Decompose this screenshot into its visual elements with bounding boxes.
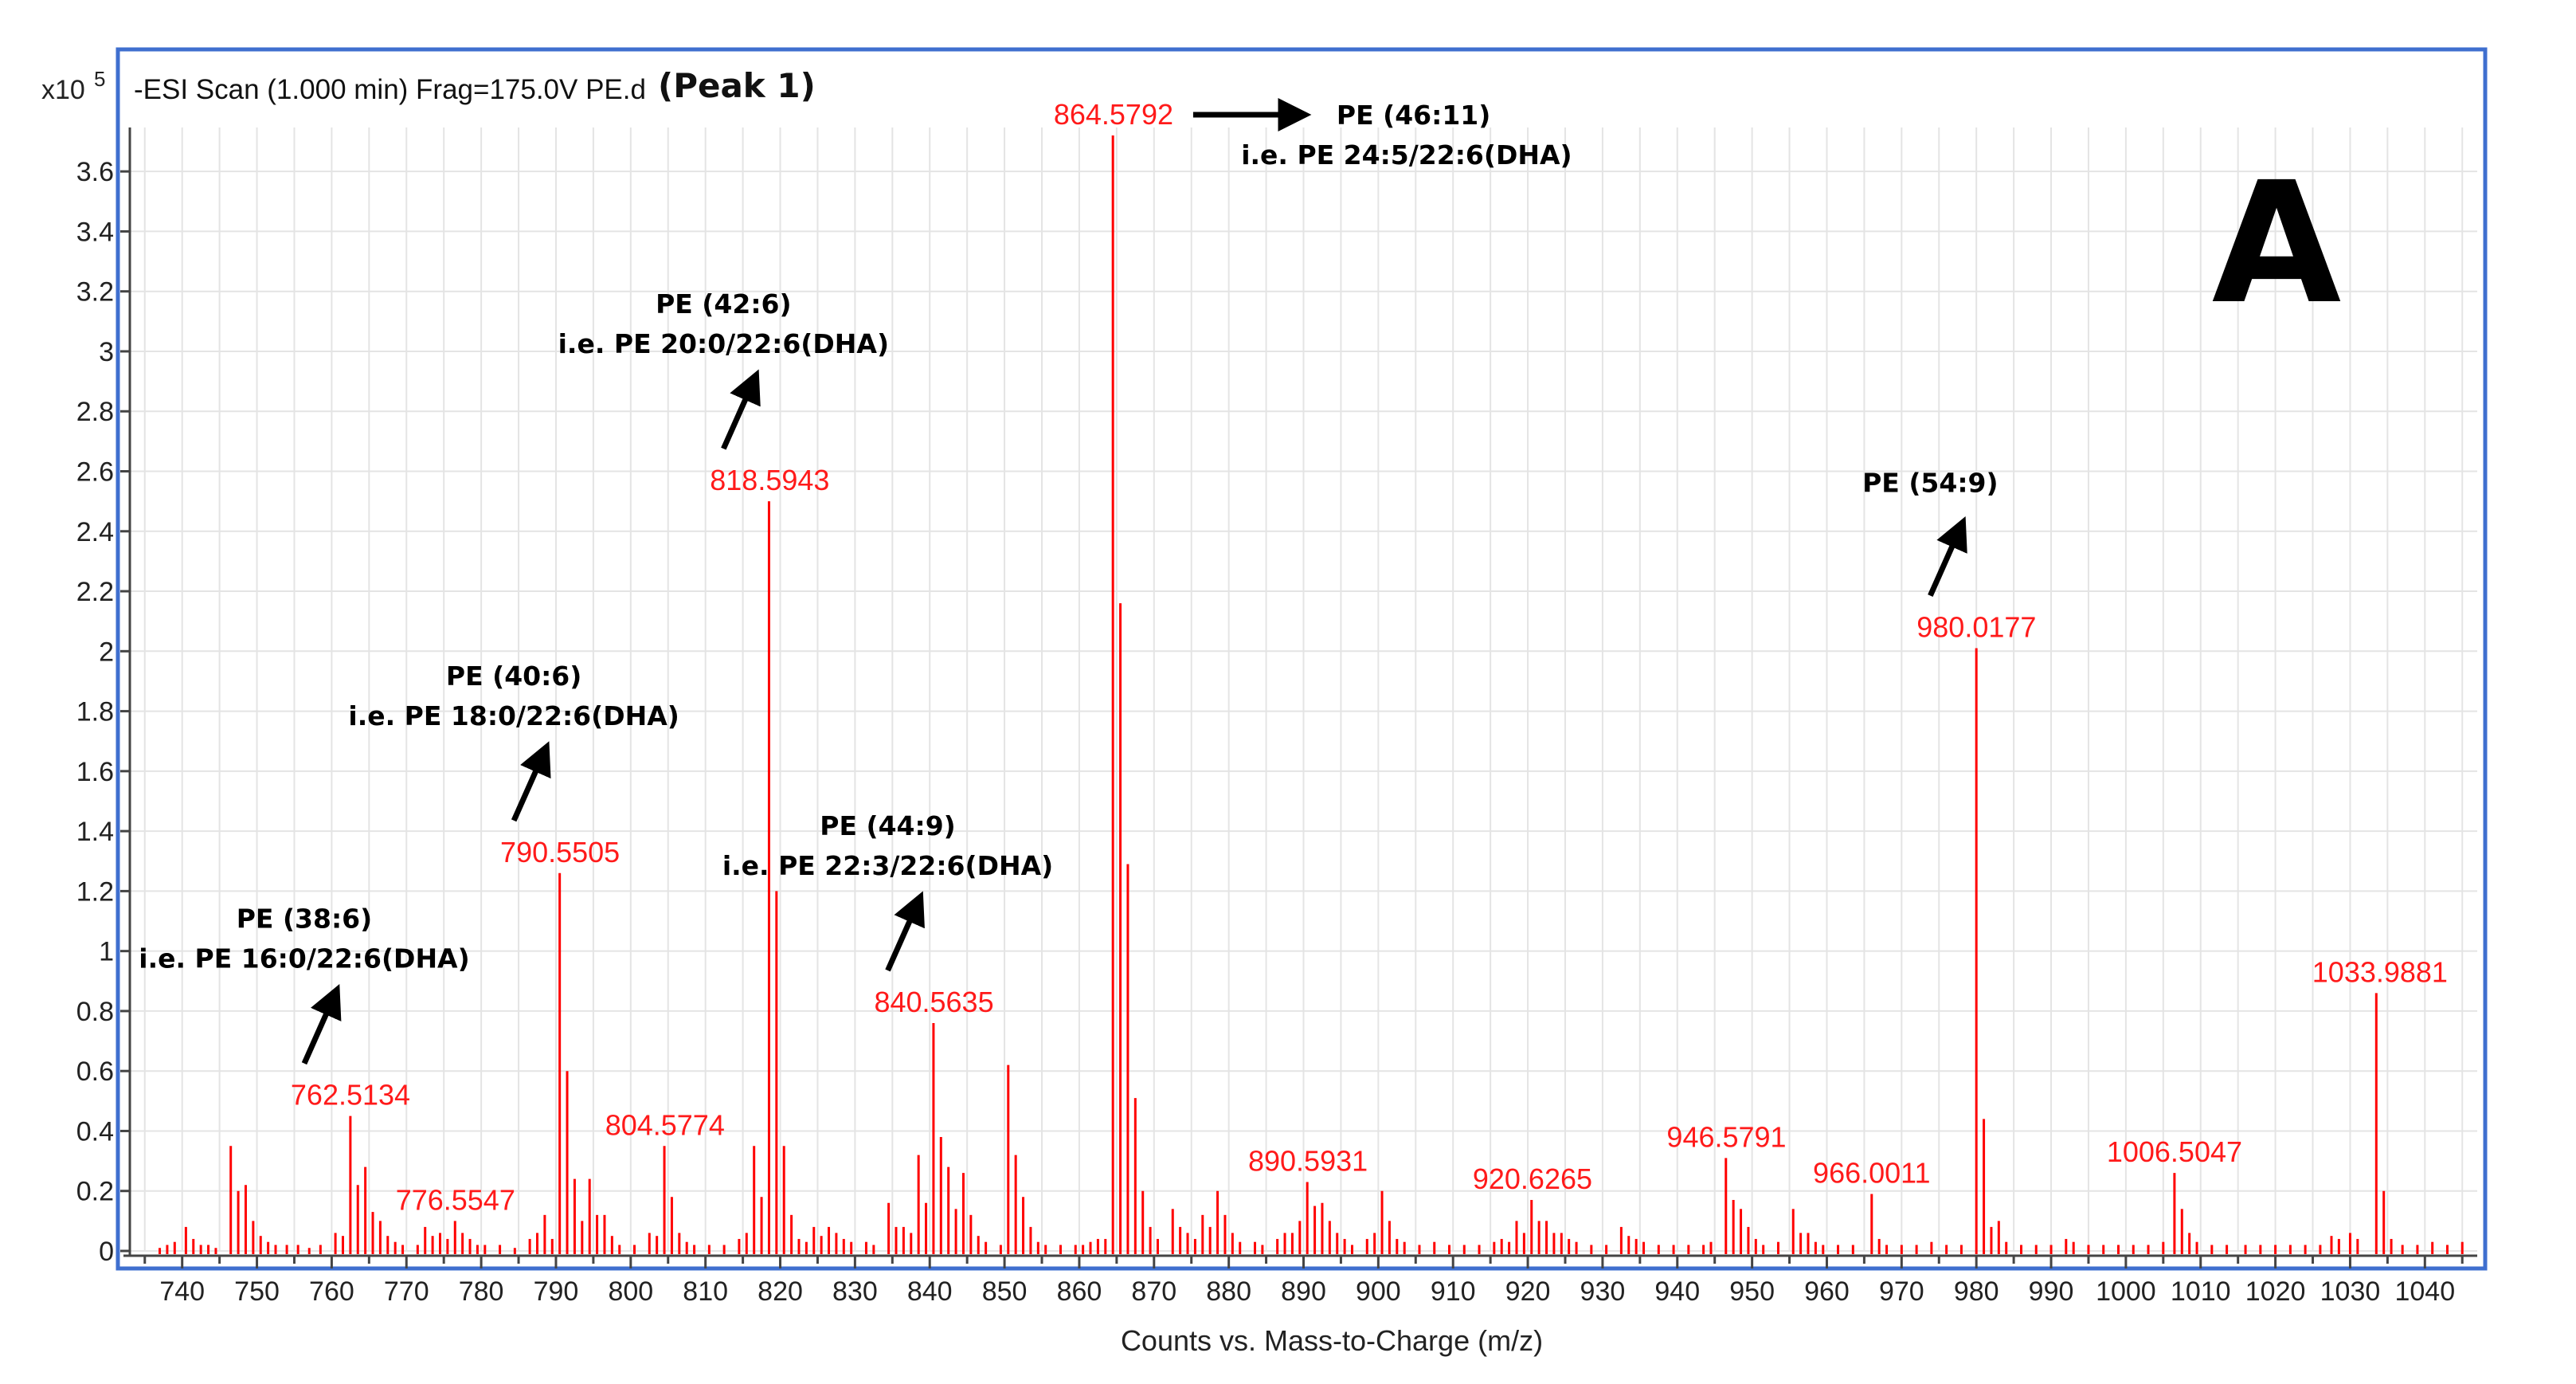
annotation-class: PE (54:9) [1862,468,1998,499]
annotation-pe-40-6: PE (40:6) i.e. PE 18:0/22:6(DHA) [348,661,679,822]
x-tick-label: 1040 [2394,1276,2455,1307]
x-tick-label: 940 [1654,1276,1700,1307]
x-tick-label: 800 [608,1276,653,1307]
x-tick-label: 750 [234,1276,280,1307]
x-axis-title: Counts vs. Mass-to-Charge (m/z) [1121,1324,1543,1357]
peak-label: 946.5791 [1666,1120,1786,1153]
axes: 0 0.2 0.4 0.6 0.8 1 1.2 1.4 1.6 1.8 2 2.2 2.4 2.6 2.8 3… [76,127,2477,1307]
annotation-species: i.e. PE 16:0/22:6(DHA) [139,943,469,974]
x-tick-label: 840 [907,1276,953,1307]
x-tick-label: 890 [1281,1276,1326,1307]
y-tick-label: 0.2 [76,1177,114,1207]
annotation-species: i.e. PE 20:0/22:6(DHA) [558,328,889,359]
y-tick-label: 2 [99,637,114,667]
y-tick-label: 0 [99,1237,114,1267]
x-tick-label: 870 [1131,1276,1176,1307]
y-tick-label: 3.4 [76,217,114,247]
x-tick-label: 910 [1431,1276,1476,1307]
peak-label: 804.5774 [605,1108,725,1141]
annotation-pe-46-11: PE (46:11) i.e. PE 24:5/22:6(DHA) [1192,98,1572,171]
y-tick-label: 0.6 [76,1057,114,1087]
y-tick-label: 2.6 [76,457,114,488]
annotation-arrow [511,741,551,822]
x-tick-label: 1030 [2320,1276,2381,1307]
annotation-class: PE (40:6) [446,661,581,692]
x-tick-label: 820 [758,1276,803,1307]
spectrum-peaks [159,135,2464,1254]
x-tick-label: 830 [832,1276,878,1307]
x-tick-label: 760 [309,1276,354,1307]
peak-label: 1006.5047 [2107,1135,2242,1168]
y-tick-label: 2.2 [76,577,114,607]
annotation-species: i.e. PE 18:0/22:6(DHA) [348,700,679,731]
peak-label: 890.5931 [1248,1144,1368,1177]
scan-info-title: -ESI Scan (1.000 min) Frag=175.0V PE.d [134,74,646,105]
annotation-class: PE (44:9) [820,810,955,841]
peak-label: 840.5635 [874,986,993,1018]
x-tick-label: 770 [384,1276,429,1307]
x-tick-label: 860 [1057,1276,1102,1307]
peak-label: 966.0011 [1813,1156,1930,1189]
x-tick-label: 980 [1954,1276,1999,1307]
peak-label: 776.5547 [396,1183,515,1216]
annotation-species: i.e. PE 22:3/22:6(DHA) [722,850,1053,881]
y-tick-label: 3.2 [76,277,114,308]
peak-label: 1033.9881 [2312,955,2448,988]
annotation-arrow [1928,516,1967,597]
y-tick-label: 2.4 [76,517,114,547]
x-tick-label: 850 [982,1276,1028,1307]
annotation-species: i.e. PE 24:5/22:6(DHA) [1241,139,1572,171]
x-tick-label: 950 [1729,1276,1775,1307]
x-tick-label: 740 [159,1276,205,1307]
x-tick-label: 780 [459,1276,504,1307]
peak-label: 920.6265 [1473,1162,1592,1195]
x-tick-label: 810 [683,1276,728,1307]
gridlines [130,127,2477,1252]
peak-label: 818.5943 [710,464,829,496]
y-tick-label: 1 [99,937,114,967]
annotation-pe-38-6: PE (38:6) i.e. PE 16:0/22:6(DHA) [139,904,470,1065]
y-tick-label: 1.4 [76,817,114,847]
x-tick-label: 960 [1804,1276,1850,1307]
y-tick-label: 3.6 [76,157,114,187]
x-tick-label: 1010 [2171,1276,2231,1307]
scale-exponent: 5 [94,67,105,91]
peak-label: 790.5505 [500,836,620,868]
x-tick-label: 930 [1580,1276,1626,1307]
y-tick-label: 1.8 [76,697,114,727]
peak-label: 980.0177 [1916,611,2036,644]
x-tick-label: 990 [2029,1276,2074,1307]
y-tick-label: 2.8 [76,397,114,427]
y-tick-label: 3 [99,337,114,367]
x-tick-label: 1020 [2245,1276,2306,1307]
x-tick-label: 880 [1206,1276,1251,1307]
panel-frame [115,47,2488,1271]
peak-title: (Peak 1) [658,66,816,105]
y-tick-label: 1.6 [76,757,114,787]
peak-label: 762.5134 [291,1079,410,1112]
x-tick-label: 1000 [2096,1276,2156,1307]
annotation-pe-42-6: PE (42:6) i.e. PE 20:0/22:6(DHA) [558,288,889,450]
annotation-class: PE (42:6) [656,288,791,320]
annotation-pe-54-9: PE (54:9) [1862,468,1999,597]
y-tick-label: 0.8 [76,997,114,1027]
annotation-arrow [721,369,761,450]
y-tick-label: 1.2 [76,876,114,907]
x-tick-label: 790 [534,1276,579,1307]
annotation-arrow [885,891,925,972]
peak-label: 864.5792 [1054,98,1173,131]
annotation-class: PE (38:6) [237,904,372,935]
x-tick-label: 970 [1879,1276,1924,1307]
x-tick-label: 920 [1505,1276,1551,1307]
annotation-arrow [301,984,342,1065]
y-tick-label: 0.4 [76,1116,114,1147]
scale-base: x10 [41,75,85,105]
panel-letter: A [2212,146,2342,341]
annotation-pe-44-9: PE (44:9) i.e. PE 22:3/22:6(DHA) [722,810,1053,972]
annotation-class: PE (46:11) [1337,100,1490,131]
peak-labels: 762.5134 776.5547 790.5505 804.5774 818.5943… [291,98,2448,1216]
x-tick-label: 900 [1356,1276,1401,1307]
lipid-annotations: PE (38:6) i.e. PE 16:0/22:6(DHA) PE (40:6)… [139,98,1999,1065]
